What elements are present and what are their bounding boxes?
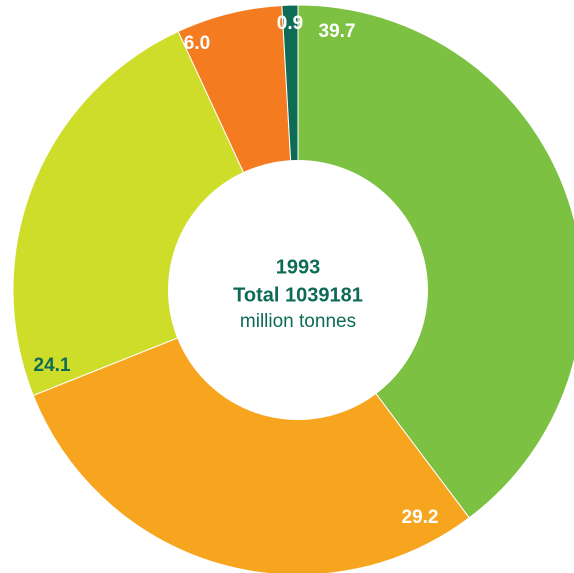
value-label: 29.2 [402, 507, 439, 528]
value-label: 39.7 [319, 21, 356, 42]
donut-hole [168, 160, 428, 420]
center-total: Total 1039181 [233, 284, 363, 306]
value-label: 6.0 [184, 33, 210, 54]
slice [297, 4, 574, 519]
value-label: 24.1 [34, 355, 71, 376]
slice [32, 289, 470, 573]
value-label: 0.9 [277, 13, 303, 34]
center-year: 1993 [276, 256, 321, 278]
center-unit: million tonnes [240, 311, 356, 332]
